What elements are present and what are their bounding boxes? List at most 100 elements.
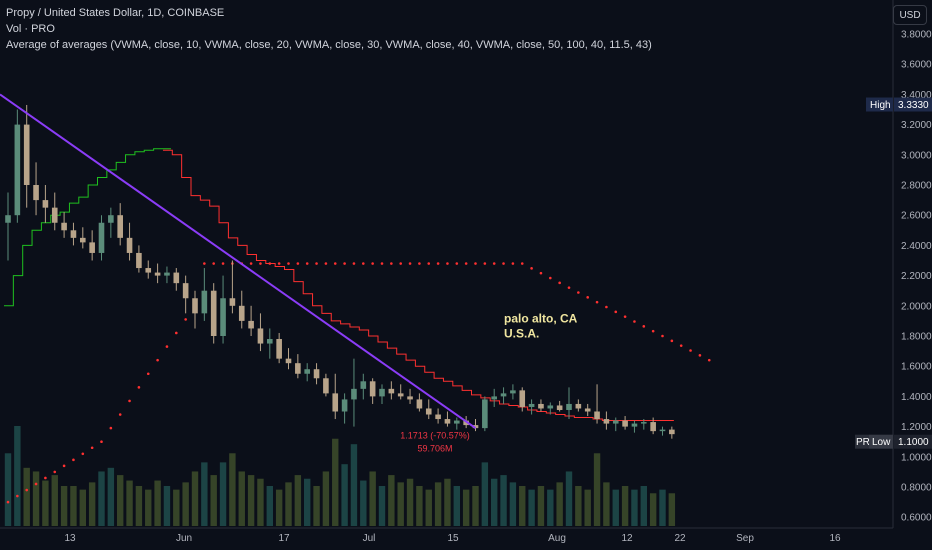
candle-body	[444, 419, 451, 424]
volume-bar	[247, 475, 255, 526]
price-tick-label: 2.2000	[901, 271, 932, 282]
candle-body	[612, 420, 619, 424]
average-dot-marker	[81, 452, 85, 456]
candle-body	[257, 328, 264, 344]
average-dot-marker	[408, 262, 412, 265]
candle-body	[650, 422, 656, 432]
volume-bar	[350, 444, 358, 526]
volume-bar	[135, 486, 143, 526]
candle-body	[575, 403, 582, 409]
average-dot-marker	[165, 345, 169, 348]
volume-bar	[294, 475, 302, 526]
average-dot-marker	[249, 262, 253, 265]
candle-body	[61, 222, 67, 231]
average-dot-marker	[109, 426, 113, 430]
candle-body	[248, 320, 254, 329]
candle-body	[519, 390, 526, 407]
candle-body	[603, 419, 610, 424]
price-tick-label: 1.4000	[901, 392, 932, 403]
average-dot-marker	[483, 262, 487, 265]
candle-body	[70, 230, 77, 238]
volume-bar	[126, 480, 133, 526]
candle-body	[126, 237, 133, 253]
average-dot-marker	[287, 262, 290, 265]
candle-body	[89, 242, 95, 253]
volume-indicator-label[interactable]: Vol · PRO	[6, 23, 55, 35]
volume-bar	[201, 462, 208, 526]
time-tick-label: Sep	[736, 533, 754, 544]
volume-bar	[14, 426, 21, 526]
average-dot-marker	[670, 339, 674, 343]
average-dot-marker	[633, 320, 636, 323]
time-tick-label: Jun	[176, 533, 192, 544]
volume-bar	[88, 482, 96, 526]
symbol-title[interactable]: Propy / United States Dollar, 1D, COINBA…	[6, 7, 225, 19]
candle-body	[98, 222, 105, 253]
volume-bar	[444, 478, 451, 526]
volume-bar	[519, 486, 526, 526]
volume-bar	[481, 462, 489, 526]
candle-body	[425, 408, 432, 415]
average-indicator-label[interactable]: Average of averages (VWMA, close, 10, VW…	[6, 39, 652, 51]
volume-bar	[322, 471, 330, 526]
volume-bar	[154, 480, 161, 526]
volume-bar	[537, 486, 545, 526]
candle-body	[547, 405, 554, 409]
volume-bar	[547, 489, 554, 526]
average-dot-marker	[651, 329, 655, 333]
price-tick-label: 1.2000	[901, 422, 932, 433]
candle-body	[304, 369, 310, 374]
candle-body	[42, 200, 49, 208]
candle-body	[285, 358, 292, 364]
volume-bar	[219, 462, 227, 526]
downtrend-line[interactable]	[0, 93, 477, 429]
candle-body	[220, 298, 226, 336]
average-dot-marker	[343, 262, 346, 265]
low-label-tag	[869, 434, 893, 449]
candle-body	[332, 393, 339, 412]
average-dot-marker	[418, 262, 421, 265]
candle-body	[472, 425, 479, 429]
average-dot-marker	[53, 470, 57, 474]
volume-bar	[23, 467, 30, 526]
candle-body	[267, 339, 273, 344]
time-tick-label: 22	[674, 533, 686, 544]
candle-body	[641, 422, 647, 424]
volume-bar	[472, 486, 479, 526]
candle-body	[369, 381, 376, 397]
candle-body	[229, 298, 236, 306]
average-dot-marker	[492, 262, 496, 265]
green-average-line	[4, 148, 171, 307]
volume-bar	[210, 475, 217, 526]
volume-bar	[556, 482, 563, 526]
volume-bar	[163, 486, 171, 526]
volume-bar	[659, 489, 666, 526]
average-dot-marker	[72, 458, 75, 462]
volume-bar	[70, 486, 77, 526]
average-dot-marker	[128, 399, 131, 403]
average-dot-marker	[605, 305, 608, 309]
high-label-text: High	[870, 100, 891, 111]
average-dot-marker	[156, 358, 159, 362]
price-tick-label: 2.6000	[901, 211, 932, 222]
candle-body	[108, 215, 114, 223]
average-dot-marker	[530, 267, 533, 270]
volume-bar	[528, 489, 535, 526]
candle-body	[23, 124, 30, 185]
candle-body	[407, 396, 413, 400]
candle-body	[295, 363, 301, 374]
volume-bar	[173, 489, 180, 526]
low-label-text: Low	[872, 437, 891, 448]
candle-body	[594, 411, 600, 420]
candle-body	[136, 252, 142, 269]
volume-bar	[117, 475, 124, 526]
volume-bar	[462, 489, 470, 526]
price-tick-label: 3.2000	[901, 120, 932, 131]
average-dot-marker	[333, 262, 337, 265]
average-dot-marker	[558, 281, 561, 285]
candle-body	[584, 408, 591, 412]
volume-bar	[42, 480, 49, 526]
currency-button[interactable]: USD	[893, 5, 927, 25]
volume-bar	[304, 478, 311, 526]
